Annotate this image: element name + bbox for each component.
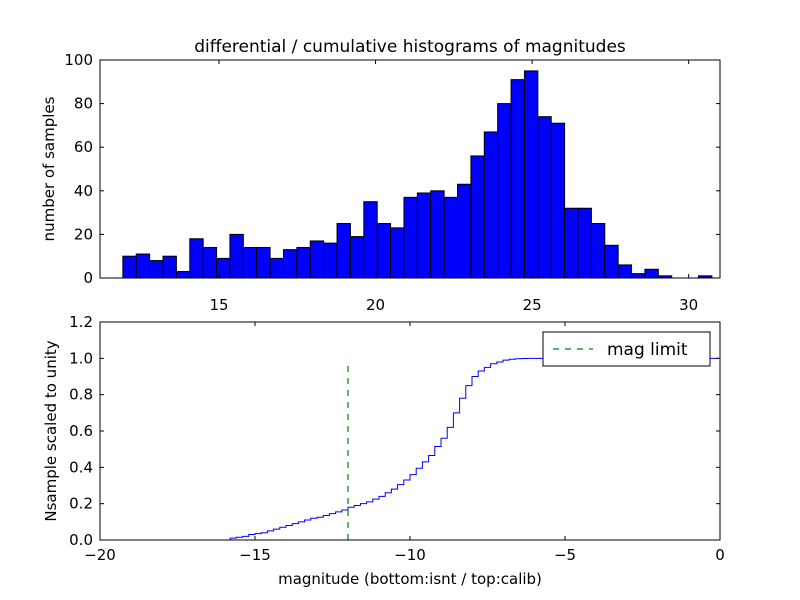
cumulative-x-tick-label: −15 xyxy=(239,546,271,564)
cumulative-axes-frame xyxy=(99,321,721,541)
histogram-bar xyxy=(202,246,218,279)
cumulative-x-tick-label: −10 xyxy=(394,546,426,564)
cumulative-y-axis-label: Nsample scaled to unity xyxy=(42,340,60,521)
histogram-bar xyxy=(149,260,164,279)
histogram-x-tick-label: 15 xyxy=(209,296,228,314)
cumulative-y-tick-label: 0.8 xyxy=(69,386,93,404)
histogram-bar xyxy=(175,270,191,279)
legend: mag limit xyxy=(542,331,711,367)
histogram-bar xyxy=(537,116,552,279)
cumulative-y-tick-label: 1.0 xyxy=(69,349,93,367)
histogram-y-tick-label: 40 xyxy=(74,182,93,200)
histogram-x-tick-label: 20 xyxy=(366,296,385,314)
histogram-bar xyxy=(564,207,579,279)
histogram-bar xyxy=(256,246,271,279)
histogram-bar xyxy=(162,255,177,279)
histogram-y-axis-label: number of samples xyxy=(40,96,58,241)
histogram-bar xyxy=(189,238,204,279)
histogram-bar xyxy=(269,257,284,279)
histogram-y-tick-label: 20 xyxy=(74,225,93,243)
cumulative-x-tick-label: −20 xyxy=(84,546,116,564)
histogram-y-tick-label: 80 xyxy=(74,95,93,113)
histogram-title: differential / cumulative histograms of … xyxy=(194,37,626,57)
histogram-axes-frame xyxy=(99,59,721,279)
cumulative-x-axis-label: magnitude (bottom:isnt / top:calib) xyxy=(278,570,542,588)
histogram-bar xyxy=(577,207,592,279)
histogram-bar xyxy=(376,223,392,279)
cumulative-x-tick-label: −5 xyxy=(554,546,576,564)
histogram-bar xyxy=(336,223,351,279)
histogram-bar xyxy=(443,196,459,279)
histogram-bar xyxy=(590,223,606,279)
histogram-bar xyxy=(470,155,485,279)
histogram-y-tick-label: 100 xyxy=(64,51,93,69)
histogram-bar xyxy=(282,249,298,279)
histogram-bar xyxy=(135,253,151,279)
histogram-x-tick-label: 30 xyxy=(679,296,698,314)
histogram-bar xyxy=(229,233,244,279)
cumulative-y-tick-label: 0.2 xyxy=(69,495,93,513)
histogram-bar xyxy=(617,264,633,279)
histogram-y-ticks: 0 20 40 60 80 100 xyxy=(64,51,720,287)
histogram-bar xyxy=(631,273,646,279)
cumulative-y-tick-label: 0.6 xyxy=(69,422,93,440)
cumulative-x-tick-label: 0 xyxy=(715,546,725,564)
histogram-bar xyxy=(349,236,365,279)
cumulative-x-ticks: −20 −15 −10 −5 0 xyxy=(84,322,725,564)
cumulative-y-tick-label: 1.2 xyxy=(69,313,93,331)
histogram-bar xyxy=(390,227,405,279)
histogram-x-ticks: 15 20 25 30 xyxy=(209,60,698,314)
histogram-bar xyxy=(457,183,472,279)
histogram-bar xyxy=(122,255,137,279)
histogram-bar xyxy=(497,103,512,279)
histogram-y-tick-label: 60 xyxy=(74,138,93,156)
legend-mag-limit-label: mag limit xyxy=(607,340,688,360)
histogram-bar xyxy=(644,268,659,279)
histogram-bar xyxy=(296,246,311,279)
cumulative-panel: 0.0 0.2 0.4 0.6 0.8 1.0 1.2 −20 −15 −10 −5 0 Nsamp… xyxy=(42,313,725,588)
histogram-panel: differential / cumulative histograms of … xyxy=(40,37,721,314)
histogram-bar xyxy=(309,240,325,279)
histogram-bar xyxy=(242,246,258,279)
cumulative-y-tick-label: 0.4 xyxy=(69,458,93,476)
histogram-bar xyxy=(363,201,378,279)
histogram-bar xyxy=(510,79,525,279)
histogram-bar xyxy=(550,122,566,279)
cumulative-y-ticks: 0.0 0.2 0.4 0.6 0.8 1.0 1.2 xyxy=(69,313,720,549)
histogram-bars xyxy=(122,70,713,279)
histogram-bar xyxy=(430,190,445,279)
histogram-bar xyxy=(323,242,338,279)
histogram-bar xyxy=(416,192,432,279)
histogram-bar xyxy=(604,244,619,279)
histogram-bar xyxy=(523,70,539,279)
histogram-bar xyxy=(483,131,499,279)
cumulative-y-tick-label: 0.0 xyxy=(69,531,93,549)
histogram-x-tick-label: 25 xyxy=(523,296,542,314)
histogram-y-tick-label: 0 xyxy=(83,269,93,287)
histogram-bar xyxy=(403,196,418,279)
